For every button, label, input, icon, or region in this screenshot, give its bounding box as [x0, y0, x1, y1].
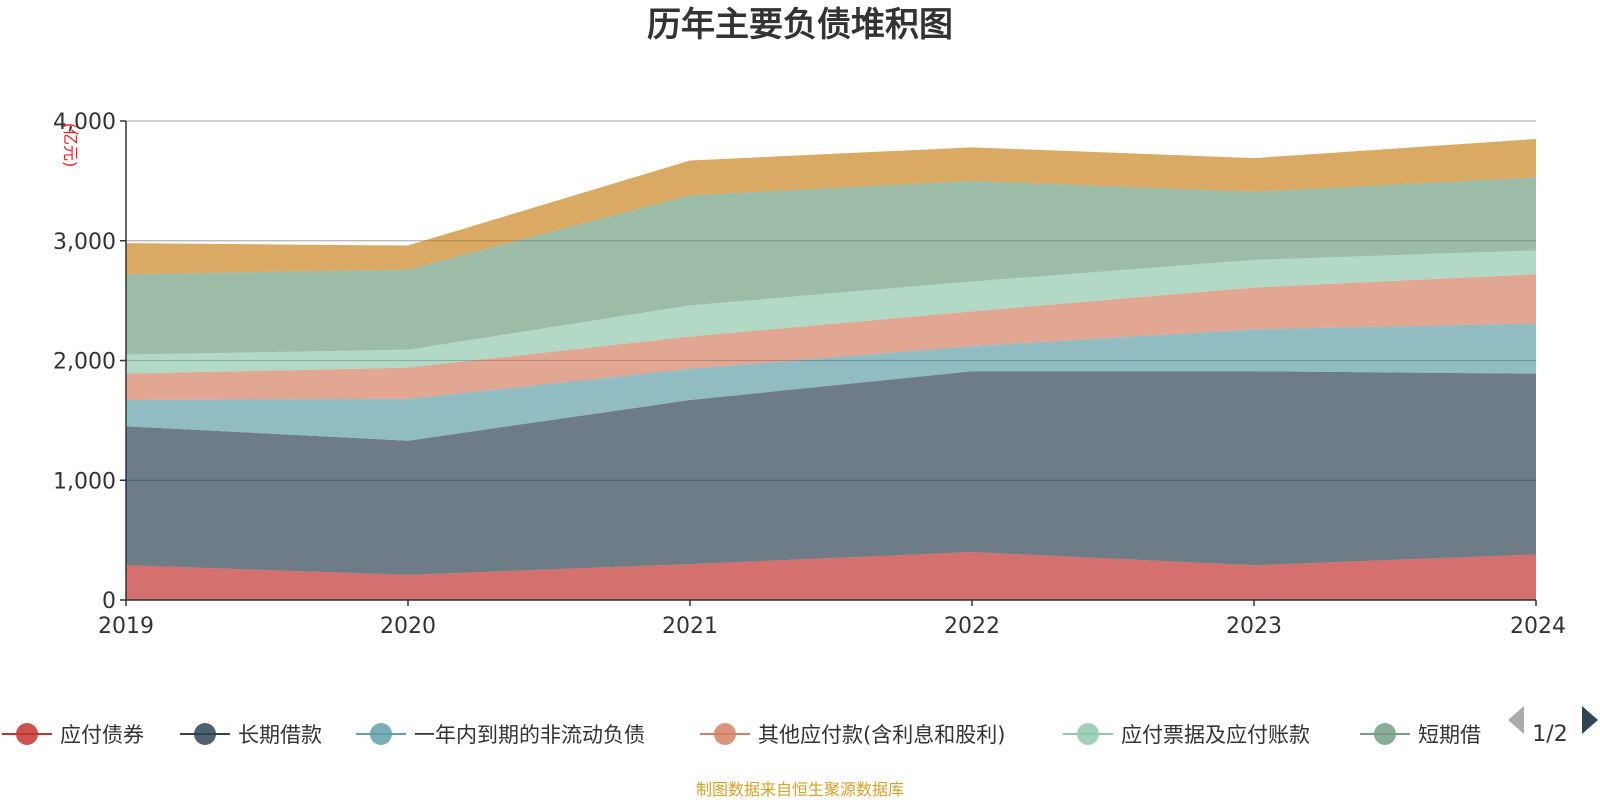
area-layer: [126, 120, 1536, 600]
legend-label: 一年内到期的非流动负债: [414, 723, 645, 747]
x-tick-label: 2020: [380, 614, 436, 639]
axis-layer: 0 1,000 2,000 3,000 4,000 2019 2020 2021 2022 202…: [53, 110, 1566, 639]
legend-label: 长期借款: [238, 723, 322, 747]
legend-item[interactable]: 长期借款: [180, 723, 322, 747]
legend-item[interactable]: 一年内到期的非流动负债: [356, 723, 645, 747]
legend-prev-page-icon[interactable]: [1508, 706, 1524, 734]
area-series-2: [126, 371, 1536, 575]
legend-marker: [1077, 723, 1099, 745]
y-tick-label: 3,000: [53, 230, 116, 255]
legend-page-indicator: 1/2: [1532, 722, 1567, 747]
legend-marker: [370, 723, 392, 745]
chart-title: 历年主要负债堆积图: [647, 5, 953, 45]
x-tick-label: 2019: [98, 614, 154, 639]
legend-label: 短期借: [1418, 723, 1481, 747]
legend-items: 应付债券 长期借款 一年内到期的非流动负债 其他应付款(含利息和股利) 应付票据及应付账…: [2, 723, 1481, 747]
data-source-note: 制图数据来自恒生聚源数据库: [696, 780, 904, 799]
y-tick-label: 4,000: [53, 110, 116, 135]
legend-label: 应付债券: [60, 723, 144, 747]
area-series-5: [126, 250, 1536, 374]
x-tick-label: 2024: [1510, 614, 1566, 639]
y-tick-label: 2,000: [53, 350, 116, 375]
x-tick-label: 2022: [944, 614, 1000, 639]
legend-item[interactable]: 应付债券: [2, 723, 144, 747]
legend-label: 其他应付款(含利息和股利): [758, 723, 1005, 747]
legend: 应付债券 长期借款 一年内到期的非流动负债 其他应付款(含利息和股利) 应付票据及应付账…: [2, 723, 1481, 747]
x-tick-label: 2021: [662, 614, 718, 639]
legend-item[interactable]: 其他应付款(含利息和股利): [700, 723, 1005, 747]
legend-label: 应付票据及应付账款: [1121, 723, 1310, 747]
y-tick-label: 1,000: [53, 469, 116, 494]
legend-item[interactable]: 短期借: [1360, 723, 1481, 747]
legend-marker: [194, 723, 216, 745]
area-series-3: [126, 323, 1536, 441]
area-series-7: [126, 138, 1536, 275]
legend-item[interactable]: 应付票据及应付账款: [1063, 723, 1310, 747]
area-series-4: [126, 274, 1536, 401]
legend-next-page-icon[interactable]: [1582, 706, 1598, 734]
y-tick-label: 0: [102, 589, 116, 614]
legend-pager: 1/2: [1508, 706, 1598, 747]
legend-marker: [1374, 723, 1396, 745]
y-axis-unit-label: (亿元): [61, 123, 80, 168]
area-series-1: [126, 552, 1536, 600]
area-series-6: [126, 177, 1536, 355]
legend-marker: [714, 723, 736, 745]
legend-marker: [16, 723, 38, 745]
x-tick-label: 2023: [1226, 614, 1282, 639]
